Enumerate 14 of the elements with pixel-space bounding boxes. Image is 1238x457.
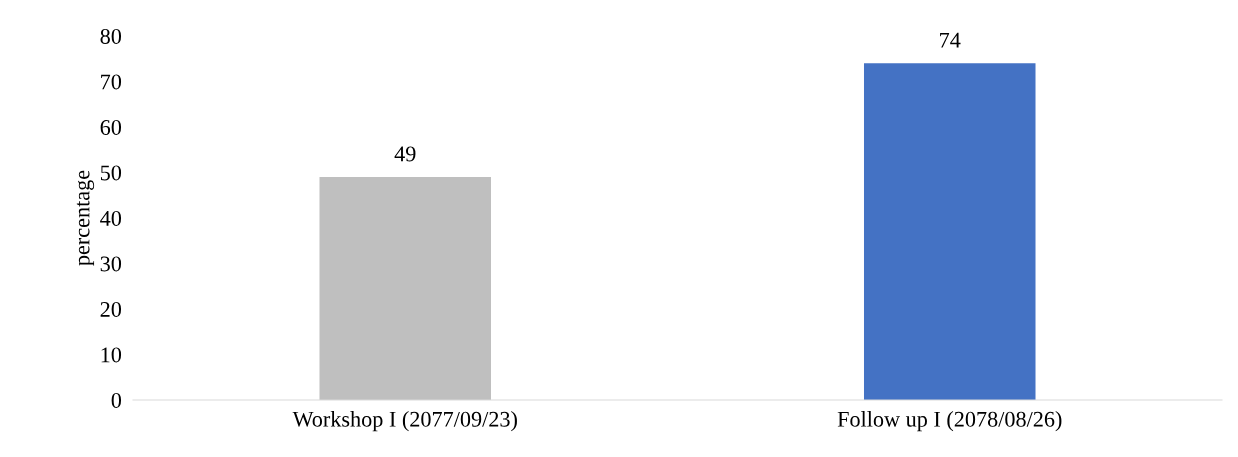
y-tick-label: 80 — [100, 28, 122, 44]
data-label: 49 — [394, 146, 416, 162]
y-tick-label: 10 — [101, 347, 122, 363]
y-tick-label: 70 — [101, 74, 122, 90]
y-tick-label: 30 — [100, 256, 122, 272]
x-tick-label: Follow up I (2078/08/26) — [837, 411, 1062, 432]
y-tick-label: 60 — [100, 119, 122, 135]
y-tick-label: 0 — [111, 392, 122, 408]
y-tick-label: 40 — [100, 210, 122, 226]
y-tick-label: 20 — [100, 301, 122, 317]
y-axis-title: percentage — [76, 170, 95, 266]
x-tick-label: Workshop I (2077/09/23) — [292, 411, 517, 432]
y-tick-label: 50 — [100, 165, 122, 181]
data-label: 74 — [940, 32, 961, 48]
